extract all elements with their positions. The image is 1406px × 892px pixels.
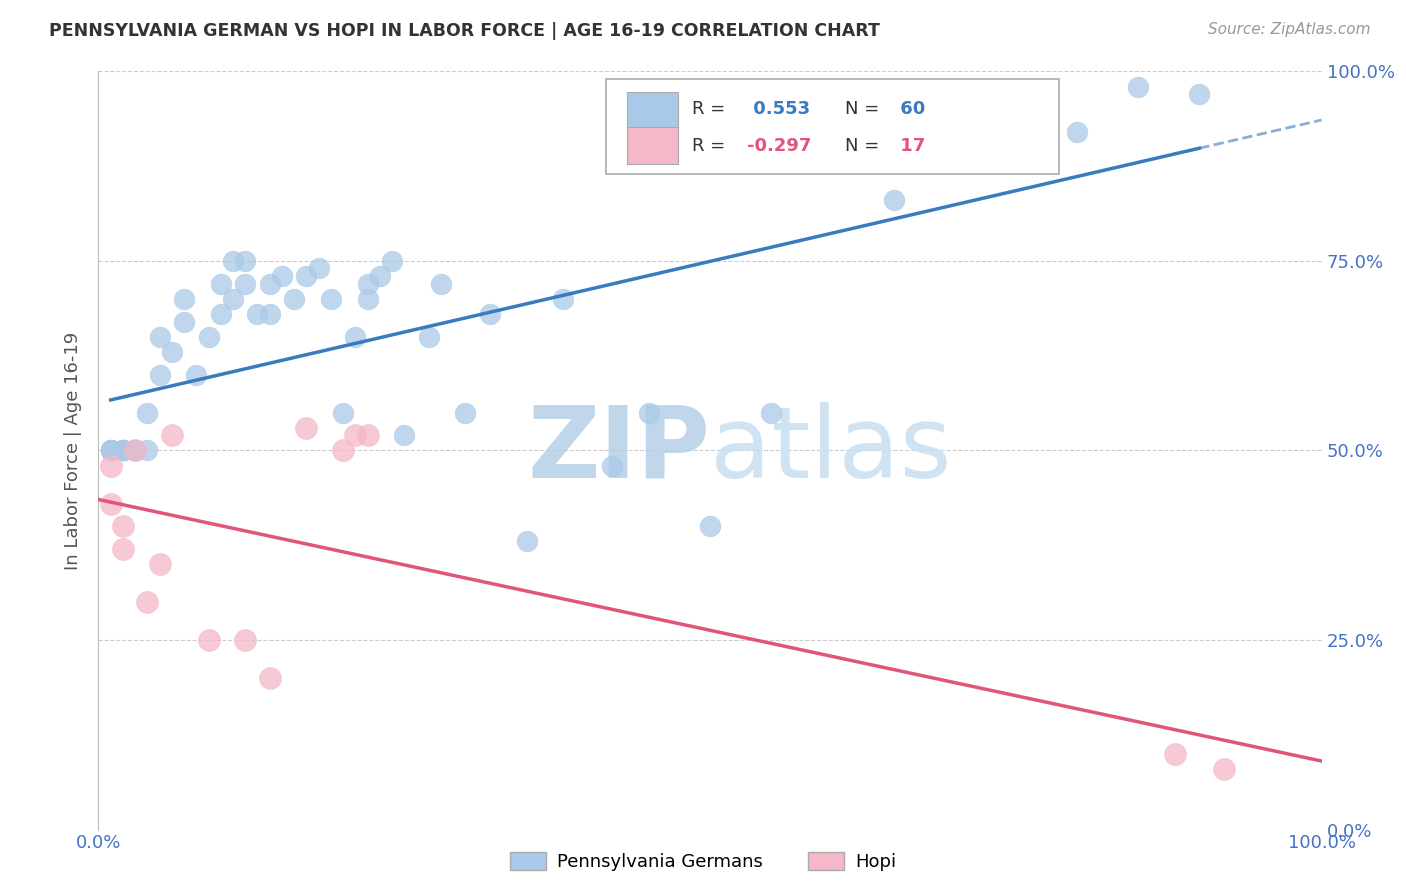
Point xyxy=(100,443,122,458)
Text: 17: 17 xyxy=(894,136,925,154)
Point xyxy=(160,428,183,442)
Point xyxy=(136,595,159,609)
Point xyxy=(233,633,256,648)
Point xyxy=(100,458,122,473)
Point xyxy=(332,405,354,420)
Text: 60: 60 xyxy=(894,100,925,119)
Point xyxy=(100,443,122,458)
Point xyxy=(149,330,172,344)
Point xyxy=(259,277,281,291)
Point xyxy=(149,557,172,572)
Point xyxy=(136,405,159,420)
Point xyxy=(124,443,146,458)
Point xyxy=(478,307,501,321)
Point xyxy=(197,633,219,648)
Point xyxy=(637,405,661,420)
Point xyxy=(111,542,134,557)
Point xyxy=(173,292,195,306)
Point xyxy=(1128,79,1150,94)
Point xyxy=(259,671,281,685)
Legend: Pennsylvania Germans, Hopi: Pennsylvania Germans, Hopi xyxy=(503,845,903,879)
Bar xyxy=(627,92,678,128)
Point xyxy=(222,253,245,268)
Point xyxy=(821,155,844,169)
Point xyxy=(553,292,575,306)
Text: R =: R = xyxy=(692,136,731,154)
Point xyxy=(356,292,378,306)
Point xyxy=(246,307,269,321)
Text: atlas: atlas xyxy=(710,402,952,499)
Point xyxy=(209,277,232,291)
Point xyxy=(186,368,208,382)
Point xyxy=(1212,762,1234,776)
Point xyxy=(332,443,354,458)
Point xyxy=(100,443,122,458)
Text: 0.553: 0.553 xyxy=(747,100,810,119)
Point xyxy=(270,269,294,284)
Point xyxy=(1188,87,1211,102)
Point xyxy=(160,344,183,359)
Point xyxy=(319,292,342,306)
Point xyxy=(368,269,391,284)
Bar xyxy=(627,128,678,164)
Point xyxy=(209,307,232,321)
Point xyxy=(454,405,477,420)
Point xyxy=(1066,125,1088,139)
Text: R =: R = xyxy=(692,100,731,119)
Point xyxy=(111,443,134,458)
Point xyxy=(600,458,623,473)
Point xyxy=(344,330,367,344)
Text: Source: ZipAtlas.com: Source: ZipAtlas.com xyxy=(1208,22,1371,37)
Point xyxy=(515,534,537,549)
Point xyxy=(111,443,134,458)
Point xyxy=(124,443,146,458)
Point xyxy=(197,330,219,344)
Text: N =: N = xyxy=(845,136,879,154)
Point xyxy=(392,428,416,442)
Point xyxy=(381,253,404,268)
Point xyxy=(136,443,159,458)
Point xyxy=(1164,747,1187,761)
Point xyxy=(233,253,256,268)
Point xyxy=(259,307,281,321)
Text: ZIP: ZIP xyxy=(527,402,710,499)
Y-axis label: In Labor Force | Age 16-19: In Labor Force | Age 16-19 xyxy=(65,331,83,570)
Point xyxy=(111,443,134,458)
Point xyxy=(356,277,378,291)
Text: N =: N = xyxy=(845,100,879,119)
Point xyxy=(308,261,330,276)
Point xyxy=(111,519,134,533)
Point xyxy=(124,443,146,458)
Point xyxy=(344,428,367,442)
Point xyxy=(418,330,440,344)
Point xyxy=(761,405,783,420)
Text: PENNSYLVANIA GERMAN VS HOPI IN LABOR FORCE | AGE 16-19 CORRELATION CHART: PENNSYLVANIA GERMAN VS HOPI IN LABOR FOR… xyxy=(49,22,880,40)
Point xyxy=(295,421,318,435)
Point xyxy=(943,140,966,154)
Point xyxy=(1004,103,1026,117)
Text: -0.297: -0.297 xyxy=(747,136,811,154)
Point xyxy=(295,269,318,284)
Point xyxy=(149,368,172,382)
Point xyxy=(699,519,721,533)
Point xyxy=(430,277,453,291)
Point xyxy=(883,194,905,208)
Point xyxy=(100,496,122,510)
FancyBboxPatch shape xyxy=(606,79,1059,174)
Point xyxy=(111,443,134,458)
Point xyxy=(111,443,134,458)
Point xyxy=(356,428,378,442)
Point xyxy=(233,277,256,291)
Point xyxy=(100,443,122,458)
Point xyxy=(124,443,146,458)
Point xyxy=(283,292,305,306)
Point xyxy=(124,443,146,458)
Point xyxy=(222,292,245,306)
Point xyxy=(173,314,195,328)
